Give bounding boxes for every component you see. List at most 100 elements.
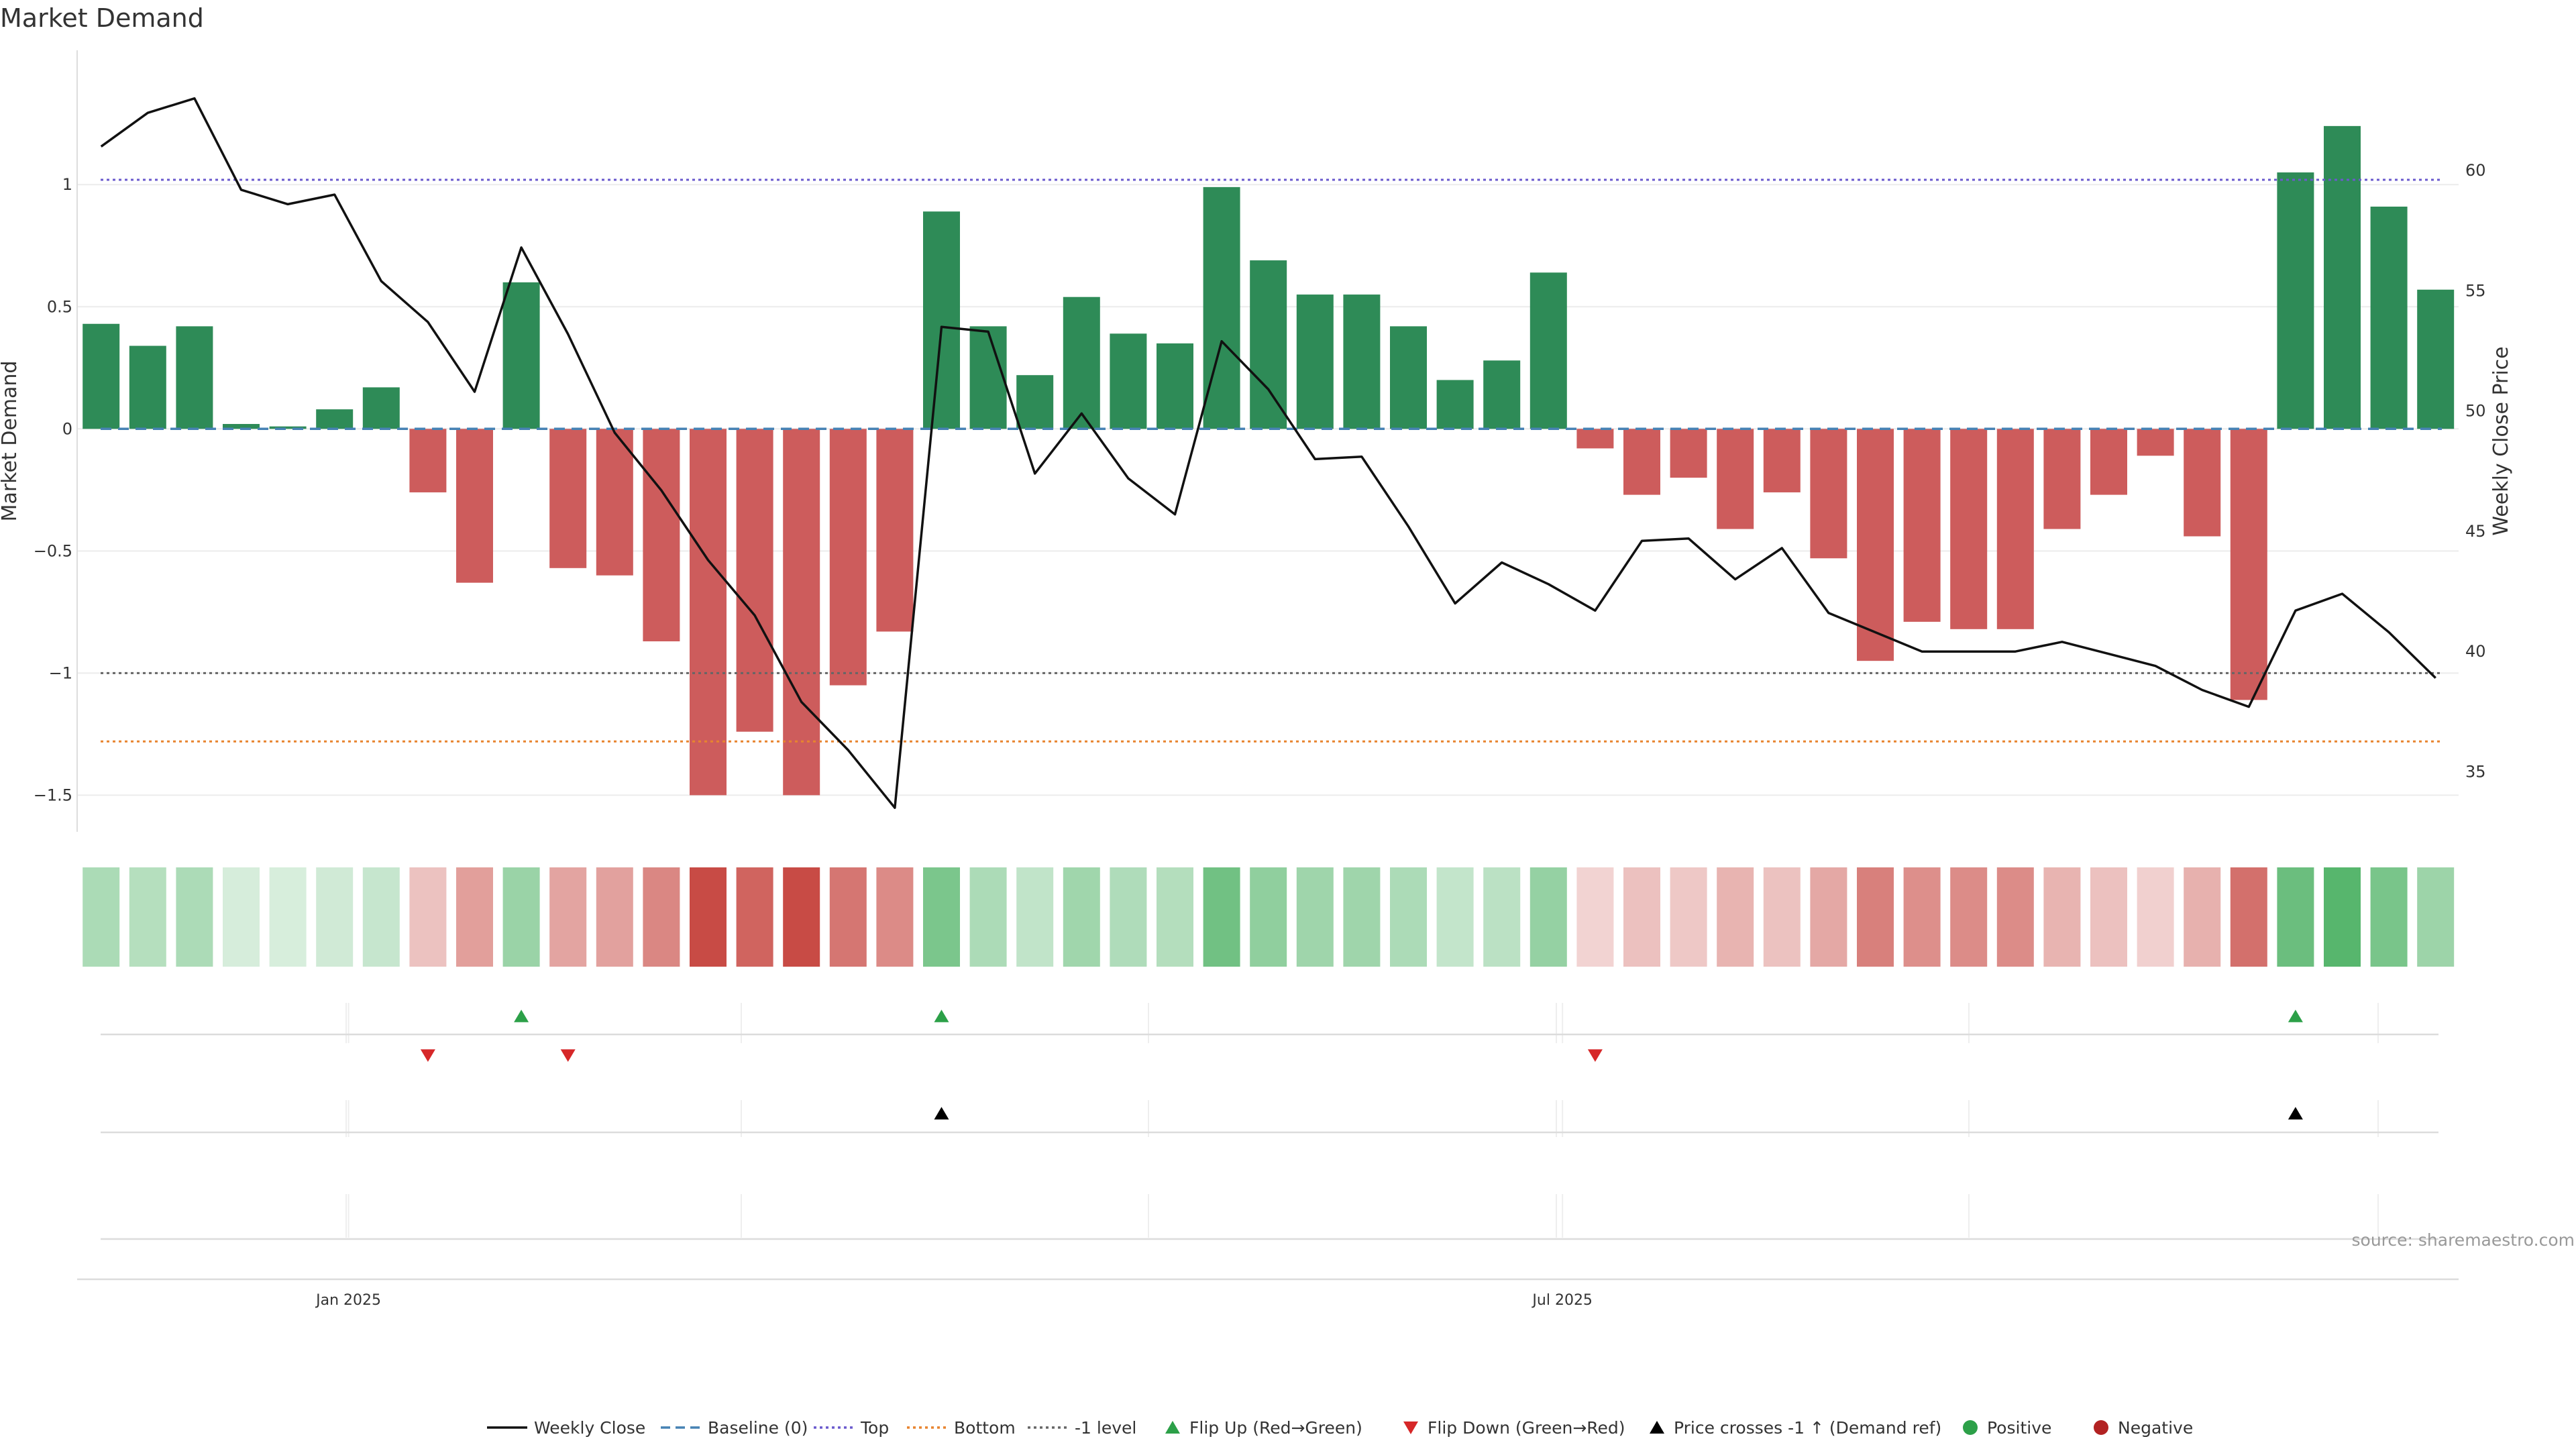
heat-cell bbox=[2417, 867, 2455, 967]
legend-label: Top bbox=[860, 1418, 889, 1438]
heat-cell bbox=[1483, 867, 1521, 967]
demand-bar bbox=[549, 429, 587, 568]
heat-cell bbox=[690, 867, 727, 967]
legend-label: Flip Up (Red→Green) bbox=[1189, 1418, 1362, 1438]
demand-bar bbox=[2417, 289, 2455, 429]
heat-cell bbox=[549, 867, 587, 967]
demand-bar bbox=[456, 429, 493, 583]
demand-bar bbox=[690, 429, 727, 796]
demand-bar bbox=[1063, 297, 1100, 429]
flip-up-marker bbox=[2288, 1010, 2303, 1022]
heat-cell bbox=[1903, 867, 1941, 967]
demand-bar bbox=[2137, 429, 2174, 456]
heat-cell bbox=[1343, 867, 1381, 967]
heat-cell bbox=[1950, 867, 1988, 967]
heat-cell bbox=[362, 867, 400, 967]
demand-bar bbox=[1483, 360, 1521, 429]
heat-cell bbox=[2184, 867, 2221, 967]
y-tick-label: −1.5 bbox=[34, 786, 72, 804]
y2-tick-label: 35 bbox=[2465, 762, 2486, 781]
left-axis-title: Market Demand bbox=[0, 361, 21, 522]
y-tick-label: −1 bbox=[49, 663, 72, 682]
y-tick-label: 0 bbox=[62, 419, 72, 438]
legend-swatch bbox=[1403, 1421, 1418, 1434]
demand-bar bbox=[736, 429, 773, 732]
demand-bar bbox=[1763, 429, 1801, 492]
legend-label: Weekly Close bbox=[534, 1418, 645, 1438]
y-tick-label: 1 bbox=[62, 175, 72, 194]
demand-bar bbox=[2184, 429, 2221, 537]
legend-swatch bbox=[1165, 1421, 1180, 1434]
heat-cell bbox=[83, 867, 120, 967]
demand-bar bbox=[223, 424, 260, 429]
legend-label: Negative bbox=[2118, 1418, 2193, 1438]
heat-cell bbox=[1203, 867, 1240, 967]
legend-item: Bottom bbox=[907, 1418, 1016, 1438]
legend-swatch bbox=[1963, 1420, 1978, 1435]
heat-cell bbox=[2277, 867, 2314, 967]
chart-title: Market Demand bbox=[0, 3, 204, 33]
heat-cell bbox=[1670, 867, 1707, 967]
legend-item: Negative bbox=[2094, 1418, 2193, 1438]
heat-cell bbox=[1717, 867, 1754, 967]
heat-cell bbox=[1810, 867, 1847, 967]
demand-bar bbox=[1950, 429, 1988, 629]
heat-cell bbox=[502, 867, 540, 967]
heat-cell bbox=[1390, 867, 1427, 967]
heat-cell bbox=[1529, 867, 1567, 967]
legend-item: Flip Up (Red→Green) bbox=[1165, 1418, 1362, 1438]
date-axis: Jan 2025 Jul 2025 bbox=[315, 1292, 1593, 1309]
legend-item: Baseline (0) bbox=[661, 1418, 808, 1438]
demand-bar bbox=[2043, 429, 2081, 529]
legend-label: -1 level bbox=[1075, 1418, 1136, 1438]
flip-up-marker bbox=[934, 1010, 949, 1022]
heat-cell bbox=[1110, 867, 1147, 967]
legend-label: Price crosses -1 ↑ (Demand ref) bbox=[1674, 1418, 1941, 1438]
heat-cell bbox=[1250, 867, 1287, 967]
y2-tick-label: 50 bbox=[2465, 402, 2486, 421]
demand-bar bbox=[2090, 429, 2127, 495]
heat-cell bbox=[2324, 867, 2361, 967]
demand-bar bbox=[1016, 375, 1054, 429]
heat-cell bbox=[409, 867, 447, 967]
demand-bar bbox=[129, 345, 166, 429]
heat-cell bbox=[1157, 867, 1193, 967]
demand-bar bbox=[2324, 125, 2361, 429]
demand-bar bbox=[783, 429, 820, 796]
y2-tick-label: 55 bbox=[2465, 281, 2486, 300]
legend-item: -1 level bbox=[1028, 1418, 1136, 1438]
legend-label: Flip Down (Green→Red) bbox=[1428, 1418, 1625, 1438]
heat-cell bbox=[1576, 867, 1614, 967]
legend-swatch bbox=[1650, 1421, 1664, 1434]
x-tick-label: Jul 2025 bbox=[1531, 1292, 1593, 1309]
heat-cell bbox=[1063, 867, 1100, 967]
heat-cell bbox=[2043, 867, 2081, 967]
weekly-close-line bbox=[100, 97, 2436, 809]
heat-cell bbox=[2370, 867, 2408, 967]
heat-cell bbox=[2137, 867, 2174, 967]
heat-cell bbox=[829, 867, 867, 967]
demand-bar bbox=[643, 429, 680, 642]
heat-cell bbox=[176, 867, 213, 967]
demand-bar bbox=[269, 426, 307, 429]
legend-item: Flip Down (Green→Red) bbox=[1403, 1418, 1625, 1438]
source-note: source: sharemaestro.com bbox=[2352, 1230, 2575, 1250]
demand-heat-strip bbox=[83, 867, 2455, 967]
legend-swatch bbox=[2094, 1420, 2108, 1435]
legend-label: Bottom bbox=[954, 1418, 1016, 1438]
heat-cell bbox=[1857, 867, 1894, 967]
y2-tick-label: 45 bbox=[2465, 522, 2486, 541]
heat-cell bbox=[456, 867, 493, 967]
legend-label: Positive bbox=[1987, 1418, 2051, 1438]
demand-bar bbox=[829, 429, 867, 686]
legend-label: Baseline (0) bbox=[708, 1418, 808, 1438]
demand-bar bbox=[1529, 272, 1567, 429]
heat-cell bbox=[1763, 867, 1801, 967]
demand-bar bbox=[1903, 429, 1941, 622]
demand-bar bbox=[876, 429, 914, 632]
demand-bar bbox=[362, 387, 400, 429]
heat-cell bbox=[316, 867, 354, 967]
demand-bar bbox=[1670, 429, 1707, 478]
demand-bar bbox=[2230, 429, 2267, 700]
